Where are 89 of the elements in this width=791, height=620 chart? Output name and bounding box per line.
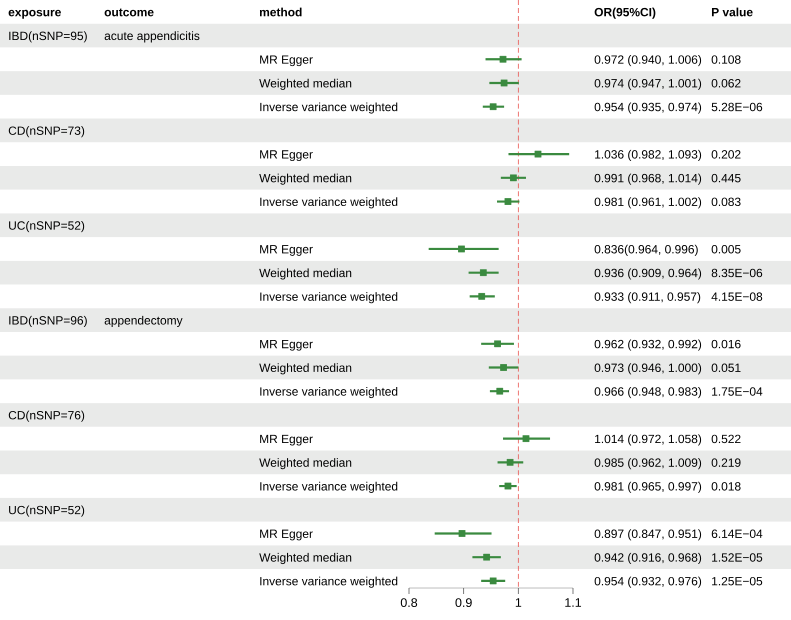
y-tick-label: Inverse variance weighted — [260, 386, 398, 398]
data-label: 0.936 (0.909, 0.964) — [594, 268, 702, 280]
point — [496, 388, 504, 395]
point — [500, 80, 508, 86]
data-label: 0.942 (0.916, 0.968) — [594, 552, 702, 564]
text: 0.219 — [712, 458, 741, 467]
text: appendectomy — [104, 316, 183, 327]
y-tick-label: Weighted median — [259, 363, 352, 374]
text: P value — [712, 8, 753, 16]
text: method — [260, 8, 302, 16]
data-label: 0.981 (0.961, 1.002) — [594, 197, 702, 208]
y-tick-label: MR Egger — [260, 55, 313, 66]
text: UC(nSNP=52) — [9, 220, 84, 232]
data-label: 0.962 (0.932, 0.992) — [594, 340, 702, 351]
point — [458, 530, 466, 537]
x-tick-label: 0.8 — [400, 598, 418, 608]
text: 4.15E−08 — [711, 292, 762, 301]
data-label: 0.897 (0.847, 0.951) — [594, 529, 702, 540]
text: outcome — [104, 8, 154, 16]
data-label: 0.974 (0.947, 1.001) — [594, 78, 702, 90]
y-tick-label: MR Egger — [260, 434, 313, 446]
point — [494, 340, 501, 348]
y-tick-label: Inverse variance weighted — [260, 292, 398, 304]
y-tick-label: Inverse variance weighted — [260, 102, 398, 114]
text: 1.25E−05 — [712, 576, 762, 586]
text: 8.35E−06 — [712, 268, 762, 278]
data-label: 0.985 (0.962, 1.009) — [594, 458, 702, 470]
data-label: 0.972 (0.940, 1.006) — [594, 55, 702, 66]
text: IBD(nSNP=96) — [9, 316, 87, 327]
point — [458, 246, 465, 252]
text: exposure — [8, 10, 61, 19]
text: CD(nSNP=73) — [8, 126, 84, 138]
point — [510, 174, 517, 182]
text: 0.051 — [712, 364, 741, 372]
data-label: 0.933 (0.911, 0.957) — [594, 292, 700, 304]
text: 1.52E−05 — [712, 553, 762, 562]
text: CD(nSNP=76) — [8, 410, 84, 422]
y-tick-label: Weighted median — [259, 268, 352, 280]
text: 0.522 — [712, 434, 740, 444]
text: 0.083 — [712, 198, 741, 206]
point — [490, 578, 497, 584]
y-tick-label: Weighted median — [259, 552, 352, 564]
text: 1.75E−04 — [712, 387, 762, 396]
y-tick-label: Inverse variance weighted — [260, 482, 398, 493]
y-tick-label: Inverse variance weighted — [260, 576, 398, 588]
point — [504, 198, 512, 205]
text: OR(95%CI) — [594, 8, 656, 19]
point — [522, 435, 530, 442]
x-tick-label: 0.9 — [455, 598, 472, 608]
point — [504, 482, 512, 490]
data-label: 0.954 (0.932, 0.976) — [594, 576, 702, 588]
y-tick-label: MR Egger — [260, 340, 313, 351]
text: 0.005 — [712, 245, 741, 254]
y-tick-label: MR Egger — [260, 150, 313, 161]
data-label: 0.981 (0.965, 0.997) — [594, 482, 702, 493]
text: 5.28E−06 — [712, 102, 762, 112]
y-tick-label: Weighted median — [259, 78, 352, 90]
text: 6.14E−04 — [712, 530, 762, 538]
y-tick-label: Weighted median — [259, 458, 352, 470]
point — [506, 458, 514, 466]
text: 0.202 — [712, 150, 740, 159]
data-label: 0.954 (0.935, 0.974) — [594, 102, 702, 114]
text: 0.018 — [712, 482, 741, 491]
text: 0.445 — [712, 174, 741, 182]
point — [500, 56, 506, 63]
text: UC(nSNP=52) — [9, 506, 84, 517]
data-label: 1.036 (0.982, 1.093) — [595, 150, 702, 161]
point — [478, 292, 486, 300]
text: acute appendicitis — [104, 31, 200, 42]
data-label: 0.966 (0.948, 0.983) — [594, 386, 702, 398]
point — [490, 103, 497, 110]
y-tick-label: Inverse variance weighted — [260, 197, 398, 208]
text: IBD(nSNP=95) — [9, 31, 87, 42]
point — [480, 269, 487, 276]
data-label: 0.991 (0.968, 1.014) — [594, 174, 702, 185]
x-tick-label: 1.1 — [565, 598, 582, 607]
y-tick-label: Weighted median — [259, 174, 352, 185]
data-label: 0.836(0.964, 0.996) — [594, 244, 698, 256]
data-label: 1.014 (0.972, 1.058) — [595, 434, 702, 446]
x-tick-label: 1 — [516, 598, 522, 607]
point — [534, 150, 542, 158]
point — [483, 554, 490, 561]
text: 0.108 — [712, 55, 741, 64]
y-tick-label: MR Egger — [260, 245, 313, 256]
data-label: 0.973 (0.946, 1.000) — [594, 363, 702, 374]
y-tick-label: MR Egger — [260, 530, 313, 540]
point — [500, 364, 507, 371]
text: 0.016 — [712, 340, 741, 348]
text: 0.062 — [712, 79, 740, 88]
